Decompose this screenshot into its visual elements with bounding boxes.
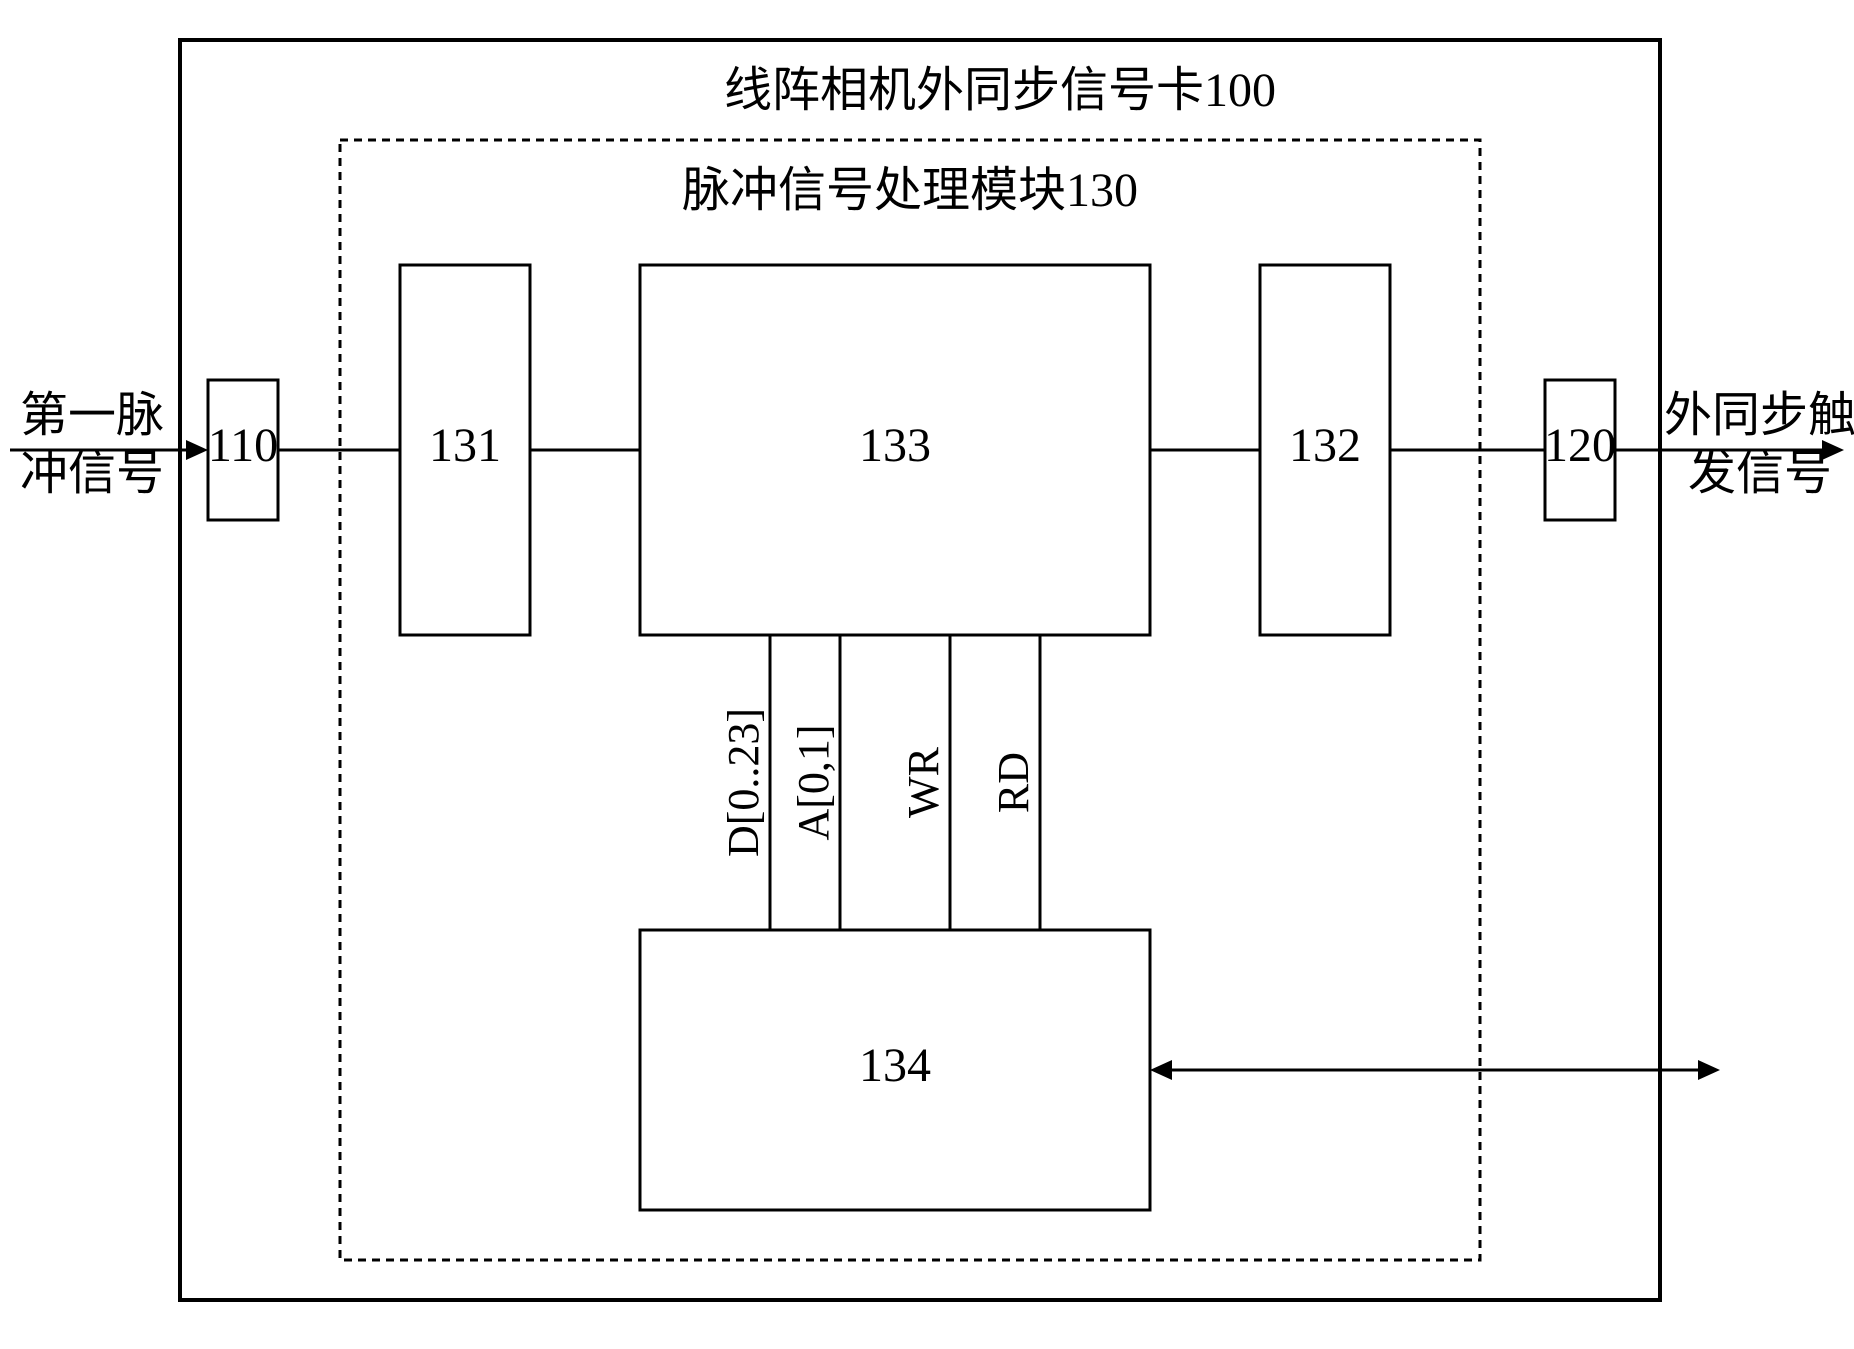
output-label-l2: 发信号 xyxy=(1688,447,1832,500)
input-label-l2: 冲信号 xyxy=(20,447,164,500)
bus-label-a: A[0,1] xyxy=(789,724,838,840)
block-label-b120: 120 xyxy=(1544,419,1616,472)
module-title: 脉冲信号处理模块130 xyxy=(682,164,1138,217)
block-label-b132: 132 xyxy=(1289,419,1361,472)
bus-label-rd: RD xyxy=(989,752,1038,813)
block-label-b131: 131 xyxy=(429,419,501,472)
input-label-l1: 第一脉 xyxy=(20,389,164,442)
output-label-l1: 外同步触 xyxy=(1664,389,1854,442)
block-label-b134: 134 xyxy=(859,1039,931,1092)
block-label-b133: 133 xyxy=(859,419,931,472)
bus-label-wr: WR xyxy=(899,746,948,818)
card-title: 线阵相机外同步信号卡100 xyxy=(724,64,1276,117)
block-label-b110: 110 xyxy=(208,419,278,472)
bus-label-d: D[0..23] xyxy=(719,708,768,857)
